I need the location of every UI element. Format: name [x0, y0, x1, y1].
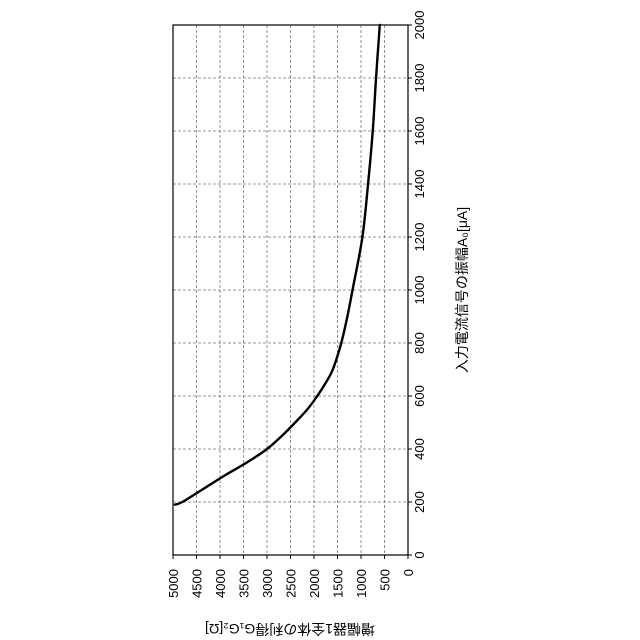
y-tick-label: 4500	[190, 569, 205, 598]
y-tick-label: 3000	[260, 569, 275, 598]
x-axis-label: 入力電流信号の振幅A₀[μA]	[454, 207, 470, 373]
y-tick-label: 3500	[237, 569, 252, 598]
x-tick-label: 1000	[412, 276, 427, 305]
y-axis-label: 増幅器1全体の利得G₁G₂[Ω]	[205, 621, 375, 637]
x-tick-label: 600	[412, 385, 427, 407]
series-line-gain-curve	[175, 25, 380, 505]
y-tick-label: 1000	[354, 569, 369, 598]
x-tick-label: 1400	[412, 170, 427, 199]
y-tick-label: 5000	[166, 569, 181, 598]
tick-labels: 0 200 400 600 800 1000 1200 1400 1600 1800 2000 0 50…	[166, 11, 427, 598]
x-tick-label: 0	[412, 551, 427, 558]
y-tick-label: 0	[401, 569, 416, 576]
y-tick-label: 1500	[331, 569, 346, 598]
y-tick-label: 4000	[213, 569, 228, 598]
x-tick-label: 1800	[412, 64, 427, 93]
series-layer	[175, 25, 380, 505]
x-tick-label: 200	[412, 491, 427, 513]
x-tick-label: 1200	[412, 223, 427, 252]
y-tick-label: 2500	[284, 569, 299, 598]
x-tick-label: 400	[412, 438, 427, 460]
x-tick-label: 2000	[412, 11, 427, 40]
x-tick-label: 800	[412, 332, 427, 354]
x-tick-label: 1600	[412, 117, 427, 146]
y-tick-label: 2000	[307, 569, 322, 598]
grid	[173, 25, 412, 559]
y-tick-label: 500	[378, 569, 393, 591]
